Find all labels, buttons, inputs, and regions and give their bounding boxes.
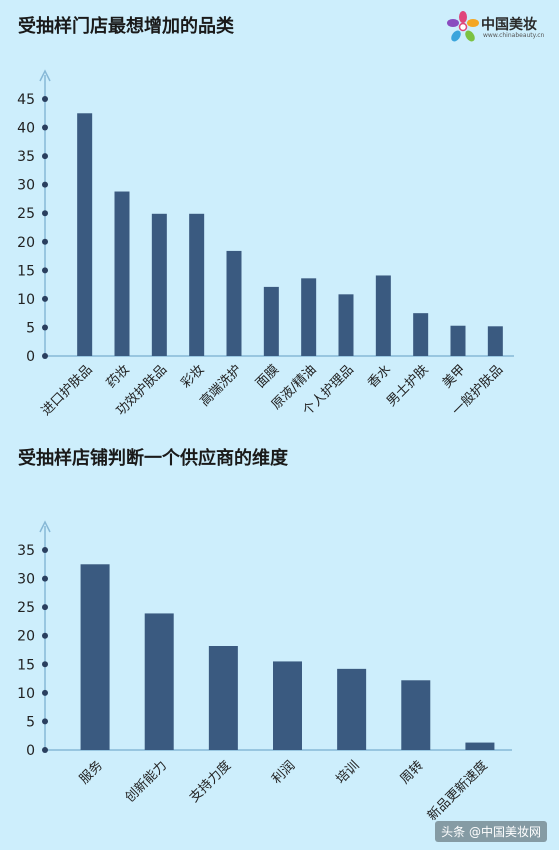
chart0-y-tick-dot	[42, 324, 48, 331]
chart1-title: 受抽样门店最想增加的品类	[18, 16, 234, 37]
chart0-y-tick-dot	[42, 238, 48, 245]
chart1-category-label: 利润	[269, 758, 298, 787]
logo-text: 中国美妆	[481, 17, 537, 33]
chart0-y-tick-label: 20	[17, 235, 35, 251]
chart1-y-tick-label: 30	[17, 572, 35, 588]
chart0-category-label: 男士护肤	[384, 362, 431, 409]
chart1-category-label: 支持力度	[186, 758, 234, 806]
flower-logo-icon	[447, 11, 479, 42]
chart1-y-tick-dot	[42, 604, 48, 611]
chart1-category-label: 服务	[76, 758, 106, 788]
chart1-y-tick-dot	[42, 747, 48, 753]
chart2-title: 受抽样店铺判断一个供应商的维度	[18, 448, 288, 469]
chart1-y-tick-label: 20	[17, 629, 35, 645]
chart0-bar	[375, 275, 391, 356]
chart0-y-tick-dot	[42, 124, 48, 131]
chart0-bar	[487, 326, 503, 356]
chart0-y-tick-dot	[42, 267, 48, 274]
chart0-y-tick-dot	[42, 295, 48, 302]
chart1-category-label: 创新能力	[122, 758, 170, 806]
chart1-bar	[337, 668, 367, 750]
chart1-y-tick-label: 35	[17, 543, 35, 559]
chart0-bar	[301, 278, 317, 356]
chart1-y-tick-label: 0	[26, 743, 35, 759]
chart1-bar	[144, 613, 174, 750]
chart0-y-tick-label: 30	[17, 178, 35, 194]
chart1-category-label: 新品更新速度	[424, 758, 490, 824]
chart1-bar	[273, 661, 302, 750]
chart0-y-tick-dot	[42, 353, 48, 359]
chart0-bar	[263, 286, 279, 356]
chart0-category-label: 彩妆	[178, 362, 207, 391]
chart1-bar	[465, 742, 495, 750]
chart0-y-tick-dot	[42, 96, 48, 102]
chart1-category-label: 周转	[398, 758, 427, 787]
chart0-y-tick-label: 25	[17, 206, 35, 222]
chart0-y-tick-label: 10	[17, 292, 35, 308]
chart1-y-tick-label: 5	[26, 714, 35, 730]
chart0-bar	[413, 313, 429, 356]
chart1-y-tick-label: 15	[17, 657, 35, 673]
chart0-y-tick-label: 35	[17, 149, 35, 165]
chart0-y-tick-dot	[42, 153, 48, 160]
logo-subtext: www.chinabeauty.cn	[483, 32, 545, 39]
chart1-bar	[208, 646, 238, 750]
chart0-bar	[226, 250, 242, 356]
chart1-y-axis-arrow	[39, 520, 51, 533]
chart1-y-tick-label: 10	[17, 686, 35, 702]
chart0-y-tick-label: 0	[26, 349, 35, 365]
chinabeauty-logo: 中国美妆 www.chinabeauty.cn	[446, 10, 556, 44]
chart1-y-tick-dot	[42, 718, 48, 725]
chart0-y-tick-dot	[42, 210, 48, 217]
chart1-y-tick-dot	[42, 547, 48, 553]
chart0-y-tick-dot	[42, 181, 48, 188]
chart0-bar	[189, 213, 205, 356]
chart0-category-label: 美甲	[440, 362, 469, 391]
chart0-y-axis-arrow	[39, 69, 51, 82]
chart0-category-label: 面膜	[253, 362, 282, 391]
chart0-bar	[77, 113, 93, 357]
chart0-y-tick-label: 5	[26, 320, 35, 336]
chart1-y-tick-dot	[42, 575, 48, 582]
chart1-y-tick-dot	[42, 689, 48, 696]
chart0-y-tick-label: 15	[17, 263, 35, 279]
chart0-y-tick-label: 45	[17, 92, 35, 108]
chart0-category-label: 香水	[365, 362, 394, 391]
chart0-bar	[114, 191, 130, 356]
chart0-bar	[450, 325, 466, 356]
chart0-category-label: 高端洗护	[197, 362, 245, 410]
chart0-y-tick-label: 40	[17, 121, 35, 137]
chart0-category-label: 药妆	[104, 362, 133, 391]
chart0-bar	[338, 294, 354, 356]
chart1-bar	[80, 564, 110, 750]
chart1-y-tick-dot	[42, 632, 48, 639]
chart1-bar	[401, 680, 431, 750]
chart1-y-tick-dot	[42, 661, 48, 668]
chart0-category-label: 进口护肤品	[39, 362, 96, 419]
footer-watermark: 头条 @中国美妆网	[435, 821, 547, 842]
chart0-bar	[151, 213, 167, 356]
chart1-y-tick-label: 25	[17, 600, 35, 616]
chart1-category-label: 培训	[333, 758, 363, 788]
